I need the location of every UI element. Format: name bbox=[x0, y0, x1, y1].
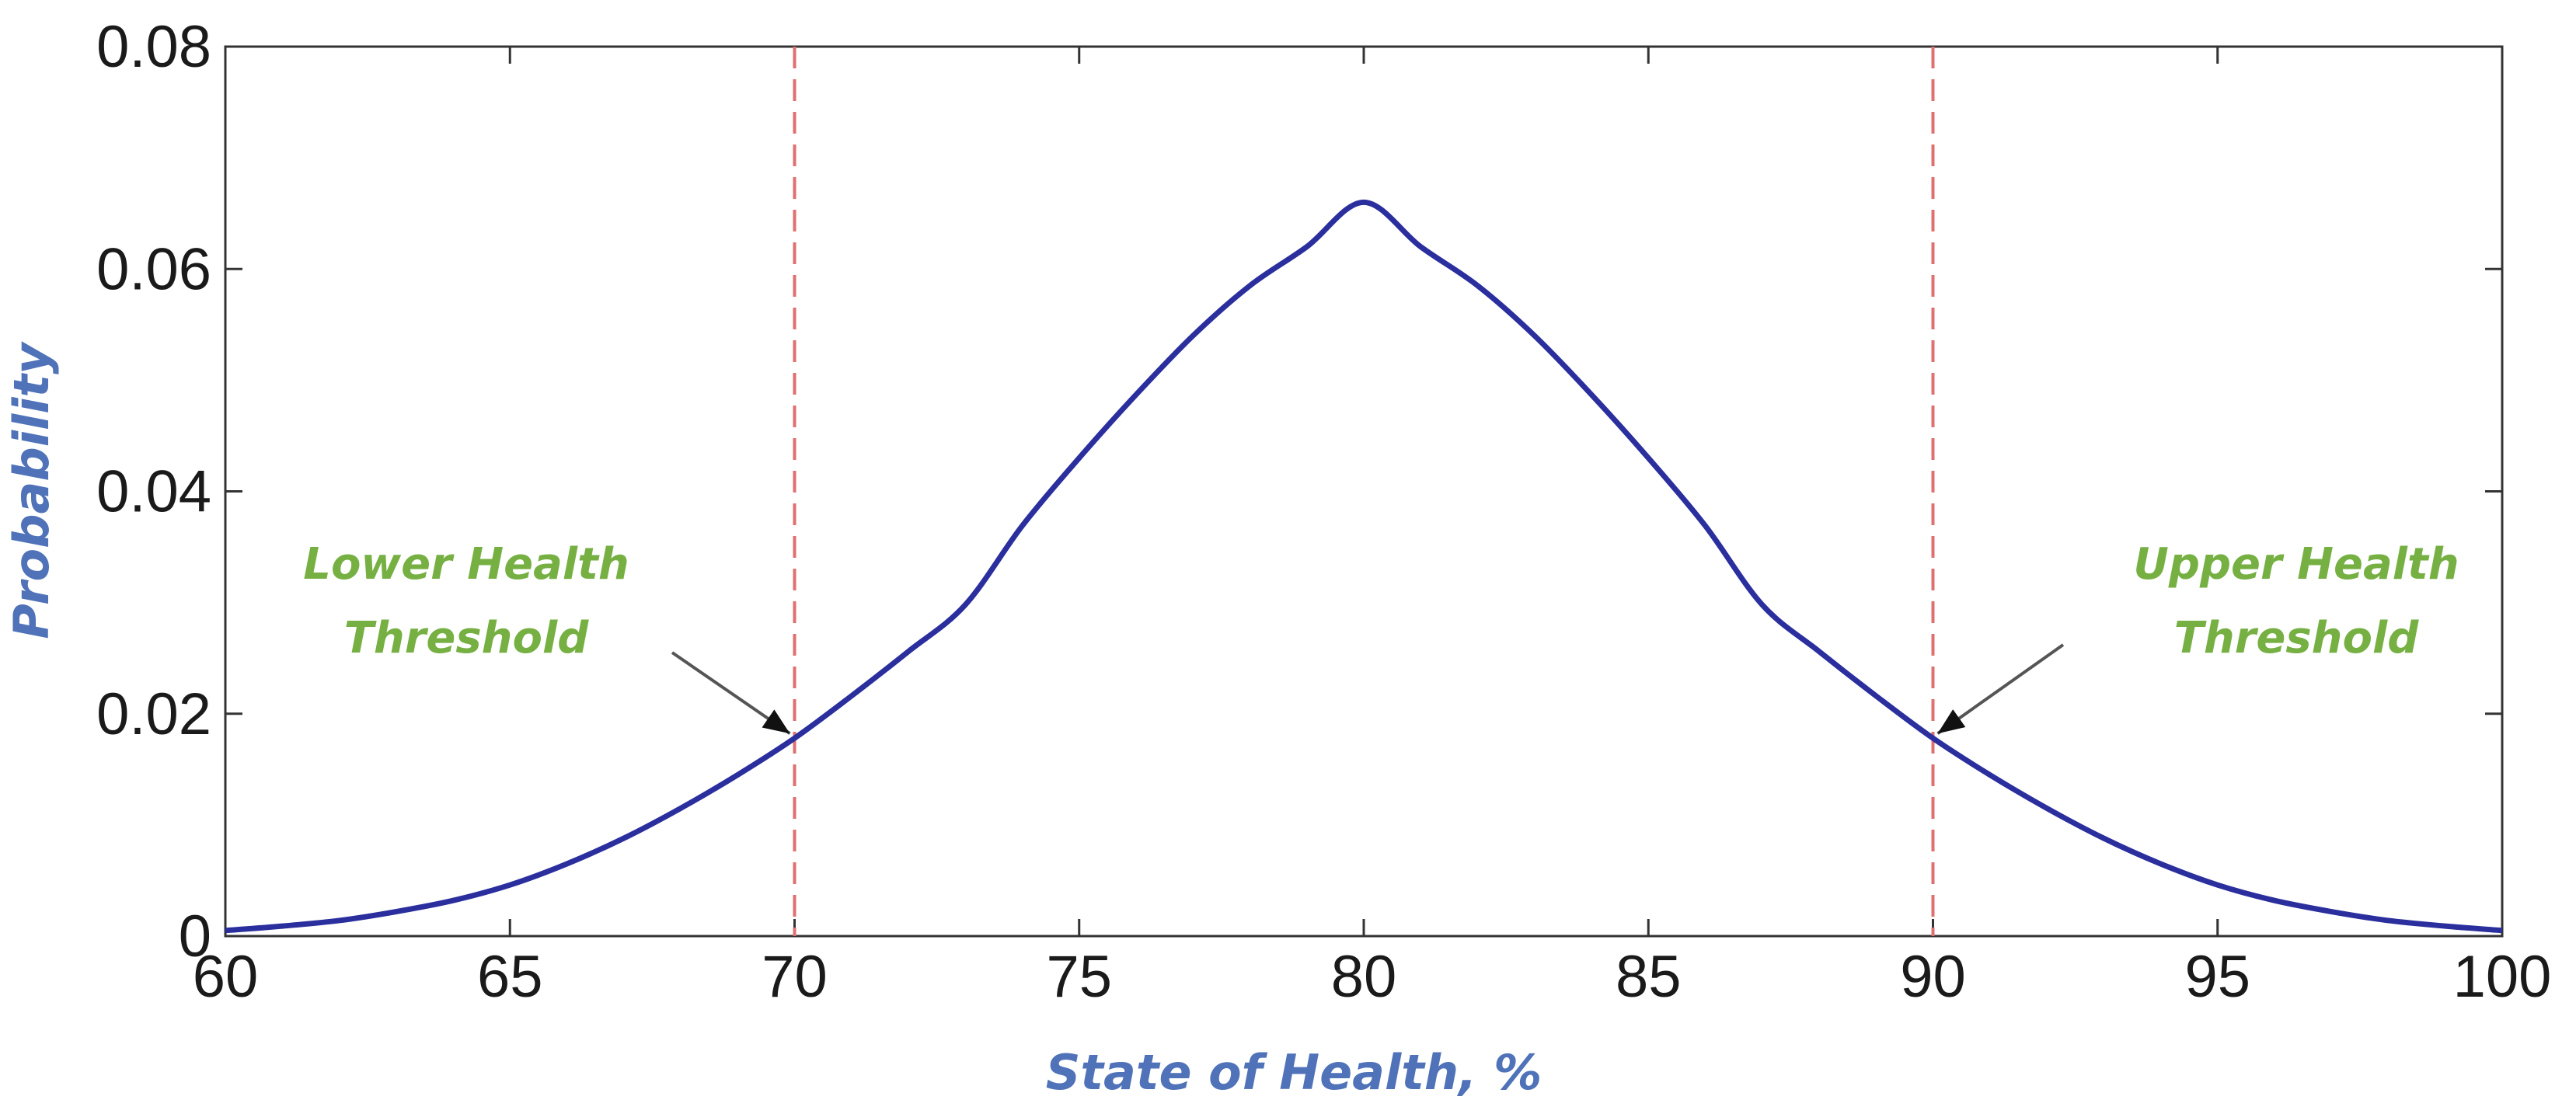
lower-threshold-label-line1: Lower Health bbox=[303, 539, 629, 590]
x-tick-label: 100 bbox=[2453, 944, 2552, 1010]
x-tick-label: 65 bbox=[477, 944, 543, 1010]
annotation-arrow-head bbox=[1937, 709, 1966, 734]
threshold-lines bbox=[793, 47, 1935, 936]
x-tick-label: 85 bbox=[1616, 944, 1682, 1010]
y-tick-label: 0.04 bbox=[96, 459, 211, 525]
upper-threshold-label-line2: Threshold bbox=[2174, 613, 2420, 663]
x-axis-ticks: 60 65 70 75 80 85 90 95 100 bbox=[193, 47, 2552, 1010]
y-tick-label: 0 bbox=[179, 903, 211, 969]
x-tick-label: 75 bbox=[1046, 944, 1112, 1010]
y-axis-title: Probability bbox=[3, 341, 60, 639]
y-axis-ticks: 0 0.02 0.04 0.06 0.08 bbox=[96, 14, 2502, 969]
series-line bbox=[225, 199, 2503, 934]
y-tick-label: 0.02 bbox=[96, 681, 211, 747]
x-tick-label: 70 bbox=[762, 944, 828, 1010]
x-tick-label: 60 bbox=[193, 944, 259, 1010]
x-axis-title: State of Health, % bbox=[1046, 1044, 1542, 1101]
annotation-arrows bbox=[671, 643, 2065, 735]
x-tick-label: 95 bbox=[2184, 944, 2250, 1010]
upper-threshold-label-line1: Upper Health bbox=[2133, 539, 2459, 590]
x-tick-label: 90 bbox=[1900, 944, 1966, 1010]
x-tick-label: 80 bbox=[1331, 944, 1397, 1010]
lower-threshold-label-line2: Threshold bbox=[344, 613, 590, 663]
y-tick-label: 0.08 bbox=[96, 14, 211, 80]
annotation-arrow-head bbox=[762, 709, 790, 734]
plot-area bbox=[224, 45, 2504, 938]
y-tick-label: 0.06 bbox=[96, 236, 211, 302]
